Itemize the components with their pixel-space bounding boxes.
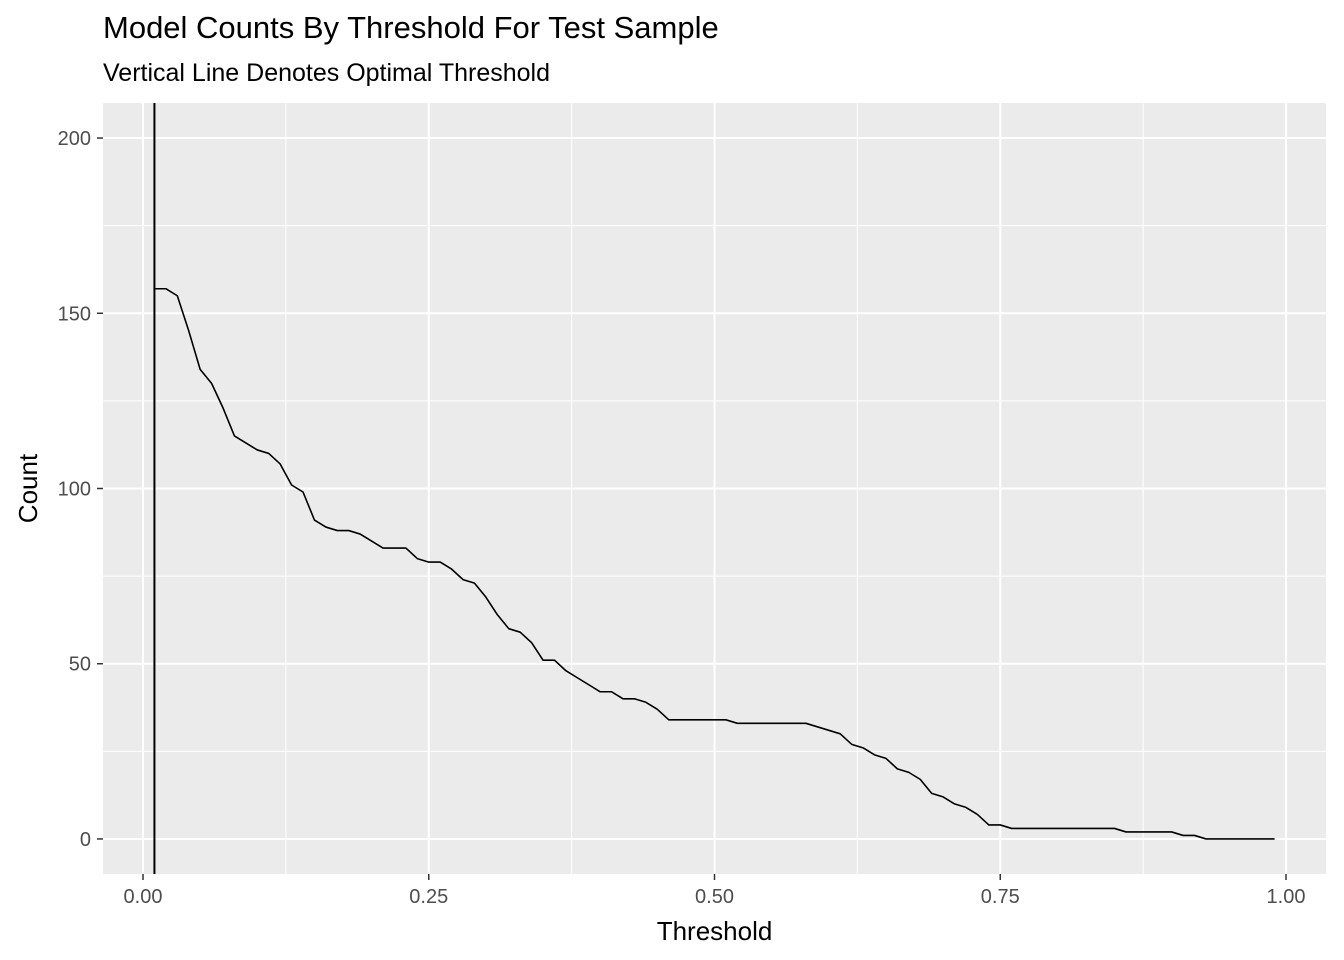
x-tick-label: 1.00 xyxy=(1267,886,1306,908)
x-tick-label: 0.75 xyxy=(981,886,1020,908)
chart-title: Model Counts By Threshold For Test Sampl… xyxy=(103,10,719,45)
x-tick-label: 0.25 xyxy=(409,886,448,908)
series-line-0 xyxy=(154,287,1275,840)
y-tick-label: 0 xyxy=(80,829,91,851)
major-gridlines xyxy=(103,103,1326,874)
chart-subtitle: Vertical Line Denotes Optimal Threshold xyxy=(103,59,550,87)
y-axis-title: Count xyxy=(13,453,43,523)
y-tick-label: 50 xyxy=(69,654,91,676)
y-tick-label: 100 xyxy=(58,479,91,501)
x-tick-label: 0.00 xyxy=(124,886,163,908)
x-tick-label: 0.50 xyxy=(695,886,734,908)
x-axis-title: Threshold xyxy=(657,916,773,946)
y-tick-label: 200 xyxy=(58,128,91,150)
chart-marks xyxy=(153,103,1275,874)
y-tick-label: 150 xyxy=(58,303,91,325)
axes: 0.00 0.25 0.50 0.75 1.00 0 50 100 150 200 xyxy=(58,128,1306,908)
